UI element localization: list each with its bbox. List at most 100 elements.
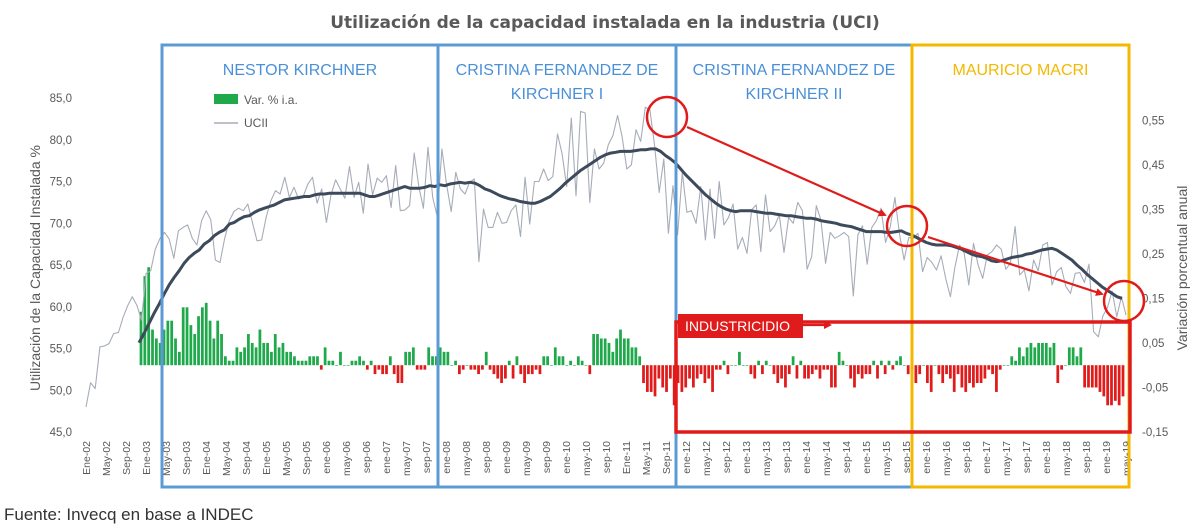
var-ia-bar: [619, 329, 622, 366]
var-ia-bar: [1056, 365, 1060, 384]
x-tick-label: sep-10: [601, 441, 613, 473]
var-ia-bar: [496, 365, 500, 379]
var-ia-bar: [810, 365, 814, 375]
var-ia-bar: [764, 360, 768, 366]
var-ia-bar: [308, 356, 312, 366]
var-ia-bar: [250, 342, 254, 366]
x-tick-label: ene-17: [981, 441, 993, 474]
var-ia-bar: [481, 365, 484, 370]
var-ia-bar: [523, 365, 526, 384]
var-ia-bar: [1029, 342, 1033, 366]
y-axis-left-label: Utilización de la Capacidad Instalada %: [27, 145, 43, 391]
var-ia-bar: [676, 365, 680, 384]
var-ia-bar: [569, 360, 572, 366]
var-ia-bar: [672, 365, 676, 406]
x-tick-label: sep-17: [1021, 441, 1033, 473]
var-ia-bar: [438, 347, 442, 366]
var-ia-bar: [1033, 347, 1037, 366]
var-ia-bar: [1052, 342, 1056, 366]
var-ia-bar: [189, 325, 193, 366]
var-ia-bar: [235, 347, 239, 366]
var-ia-bar: [200, 307, 204, 366]
var-ia-bar: [822, 365, 826, 370]
y-right-tick-label: 0,15: [1142, 293, 1164, 305]
var-ia-bar: [837, 351, 841, 366]
x-tick-label: ene-07: [381, 441, 393, 474]
var-ia-bar: [143, 276, 147, 366]
var-ia-bar: [427, 347, 431, 366]
var-ia-bar: [711, 365, 714, 392]
var-ia-bar: [937, 365, 941, 375]
var-ia-bar: [369, 360, 373, 366]
x-tick-label: may-15: [881, 441, 893, 476]
var-ia-bar: [830, 365, 833, 388]
var-ia-bar: [1094, 365, 1098, 388]
var-ia-bar: [703, 365, 707, 384]
x-tick-label: sep-09: [541, 441, 553, 473]
x-tick-label: sep-12: [721, 441, 733, 473]
var-ia-bar: [726, 365, 730, 375]
var-ia-bar: [607, 342, 611, 366]
var-ia-bar: [166, 320, 170, 366]
highlight-circle-1: [645, 95, 689, 139]
var-ia-bar: [473, 365, 477, 370]
x-tick-label: may-09: [521, 441, 533, 476]
x-tick-label: ene-19: [1101, 441, 1113, 474]
y-right-tick-label: 0,45: [1142, 160, 1164, 172]
var-ia-bar: [158, 342, 162, 366]
var-ia-bar: [818, 365, 822, 379]
var-ia-bar: [849, 365, 853, 379]
y-left-tick-label: 85,0: [50, 93, 72, 105]
var-ia-bar: [975, 365, 979, 384]
var-ia-bar: [918, 365, 922, 375]
var-ia-bar: [362, 360, 365, 366]
highlight-circle-2: [885, 204, 929, 248]
right-axis-ticks: 0,55 0,45 0,35 0,25 0,15 0,05 -0,05 -0,15: [1142, 115, 1168, 439]
var-ia-bar: [431, 356, 434, 366]
var-ia-bar: [906, 365, 910, 375]
trend-arrow-2: [927, 235, 1104, 296]
var-ia-bar: [550, 365, 553, 366]
var-ia-bar: [534, 365, 538, 370]
var-ia-bar: [465, 365, 469, 366]
var-ia-bar: [949, 365, 952, 379]
x-tick-label: Ene-04: [201, 441, 213, 475]
y-right-tick-label: -0,05: [1142, 382, 1168, 394]
var-ia-bar: [653, 365, 657, 397]
var-ia-bar: [385, 365, 388, 375]
var-ia-bar: [461, 365, 465, 370]
var-ia-bar: [780, 365, 783, 379]
var-ia-bar: [557, 356, 561, 366]
var-ia-bar: [458, 365, 461, 375]
x-tick-label: may-06: [341, 441, 353, 476]
var-ia-bar: [807, 365, 810, 379]
var-ia-bar: [181, 307, 185, 366]
var-ia-bar: [929, 365, 933, 392]
var-ia-bar: [1083, 365, 1087, 388]
x-tick-label: Sep-11: [661, 441, 673, 474]
var-ia-bar: [174, 338, 177, 366]
var-ia-bar: [396, 365, 400, 384]
var-ia-bar: [507, 360, 511, 366]
var-ia-bar: [968, 365, 971, 384]
x-tick-label: may-07: [401, 441, 413, 476]
var-ia-bar: [331, 360, 335, 366]
var-ia-bar: [1110, 365, 1113, 406]
var-ia-bar: [262, 342, 266, 366]
source-note: Fuente: Invecq en base a INDEC: [4, 505, 254, 524]
var-ia-bar: [979, 365, 983, 384]
var-ia-bar: [853, 365, 856, 388]
x-tick-label: may-10: [581, 441, 593, 476]
y-right-tick-label: 0,55: [1142, 115, 1164, 127]
var-ia-bar: [761, 365, 764, 375]
var-ia-bar: [661, 365, 665, 388]
chart-svg: Utilización de la capacidad instalada en…: [27, 13, 1190, 489]
var-ia-bar: [972, 365, 975, 388]
left-axis-ticks: 85,0 80,0 75,0 70,0 65,0 60,0 55,0 50,0 45,0: [50, 93, 72, 439]
var-ia-bar: [147, 267, 151, 366]
industricidio-box: [674, 320, 1132, 434]
x-tick-label: may-08: [461, 441, 473, 476]
chart-title: Utilización de la capacidad instalada en…: [330, 13, 880, 33]
var-ia-bar: [749, 365, 753, 375]
var-ia-bar: [891, 365, 895, 370]
